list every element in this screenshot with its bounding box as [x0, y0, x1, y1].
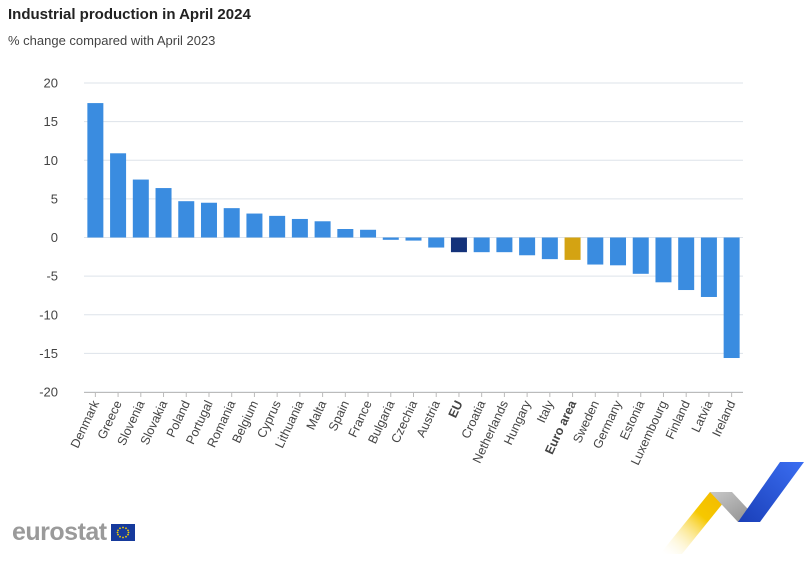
bar-czechia[interactable]: [405, 237, 422, 241]
bar-lithuania[interactable]: [291, 218, 308, 238]
decorative-ribbon-graphic: [660, 462, 804, 554]
bar-spain[interactable]: [337, 229, 354, 238]
logo-text: eurostat: [12, 518, 107, 546]
chart-subtitle: % change compared with April 2023: [8, 33, 216, 48]
bar-malta[interactable]: [314, 221, 331, 238]
bar-finland[interactable]: [678, 237, 695, 291]
bar-portugal[interactable]: [200, 202, 217, 238]
bar-sweden[interactable]: [587, 237, 604, 265]
y-tick-label: -5: [46, 269, 58, 284]
bar-slovakia[interactable]: [155, 188, 172, 238]
bar-netherlands[interactable]: [496, 237, 513, 253]
eurostat-logo: eurostat: [12, 518, 135, 547]
bar-greece[interactable]: [110, 153, 127, 238]
bar-cyprus[interactable]: [269, 215, 286, 238]
bar-luxembourg[interactable]: [655, 237, 672, 283]
y-tick-label: 20: [44, 76, 58, 91]
bar-austria[interactable]: [428, 237, 445, 248]
bar-poland[interactable]: [178, 201, 195, 238]
bar-bulgaria[interactable]: [382, 237, 399, 240]
bar-germany[interactable]: [610, 237, 627, 266]
bar-denmark[interactable]: [87, 103, 104, 238]
y-tick-label: -15: [39, 346, 58, 361]
y-tick-label: -20: [39, 385, 58, 400]
bar-estonia[interactable]: [632, 237, 649, 274]
eu-flag-icon: [110, 524, 135, 541]
bar-ireland[interactable]: [723, 237, 740, 359]
y-tick-label: 15: [44, 114, 58, 129]
x-tick-label: EU: [446, 398, 466, 420]
bar-latvia[interactable]: [700, 237, 717, 297]
bar-croatia[interactable]: [473, 237, 490, 253]
bar-belgium[interactable]: [246, 213, 263, 238]
bar-eu[interactable]: [450, 237, 467, 253]
chart-title: Industrial production in April 2024: [8, 6, 251, 23]
y-tick-label: 5: [51, 191, 58, 206]
bar-hungary[interactable]: [519, 237, 536, 256]
y-tick-label: 10: [44, 153, 58, 168]
y-tick-label: -10: [39, 307, 58, 322]
x-tick-label: Denmark: [68, 398, 102, 451]
bar-france[interactable]: [360, 229, 377, 238]
bar-euro-area[interactable]: [564, 237, 581, 260]
bar-italy[interactable]: [541, 237, 558, 260]
bar-romania[interactable]: [223, 208, 240, 238]
x-tick-label: Italy: [534, 398, 557, 425]
bar-slovenia[interactable]: [132, 179, 149, 238]
y-tick-label: 0: [51, 230, 58, 245]
